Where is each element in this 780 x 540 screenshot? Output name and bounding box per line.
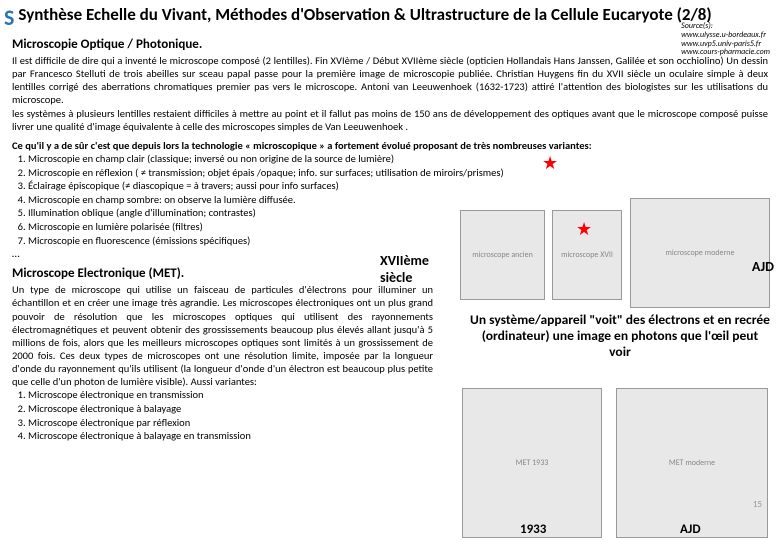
variants-intro: Ce qu'il y a de sûr c'est que depuis lor… [0, 139, 780, 152]
microscope-image: microscope ancien [460, 210, 545, 300]
system-caption: Un système/appareil "voit" des électrons… [470, 312, 770, 361]
section-heading-optique: Microscopie Optique / Photonique. [12, 37, 780, 52]
page-number: 15 [753, 499, 762, 510]
list-item: Microscope électronique à balayage [28, 402, 445, 416]
paragraph-optique: Il est difficile de dire qui a inventé l… [0, 54, 780, 133]
century-label: XVIIème siècle [380, 252, 450, 286]
ajd-label: AJD [680, 522, 701, 537]
met-image: MET 1933 [462, 388, 602, 538]
star-icon: ★ [576, 218, 592, 240]
met-image: MET moderne [616, 388, 768, 538]
page-title: Synthèse Echelle du Vivant, Méthodes d'O… [18, 4, 772, 25]
source-line: www.cours-pharmacie.com [681, 48, 770, 57]
met-variants-list: Microscope électronique en transmission … [0, 388, 445, 443]
s-letter: S [4, 4, 14, 31]
paragraph-met: Un type de microscope qui utilise un fai… [0, 283, 445, 388]
list-item: Microscope électronique par réflexion [28, 416, 445, 430]
title-row: S Synthèse Echelle du Vivant, Méthodes d… [0, 0, 780, 31]
list-item: Microscopie en champ clair (classique; i… [28, 152, 780, 166]
list-item: Éclairage épiscopique (≠ diascopique = à… [28, 179, 780, 193]
list-item: Microscope électronique en transmission [28, 388, 445, 402]
star-icon: ★ [542, 152, 558, 174]
year-label: 1933 [520, 522, 546, 537]
sources-block: Source(s): www.ulysse.u-bordeaux.fr www.… [681, 22, 770, 57]
ajd-label: AJD [752, 258, 774, 275]
microscope-image: microscope moderne [630, 198, 770, 308]
list-item: Microscope électronique à balayage en tr… [28, 429, 445, 443]
list-item: Microscopie en réflexion ( ≠ transmissio… [28, 166, 780, 180]
